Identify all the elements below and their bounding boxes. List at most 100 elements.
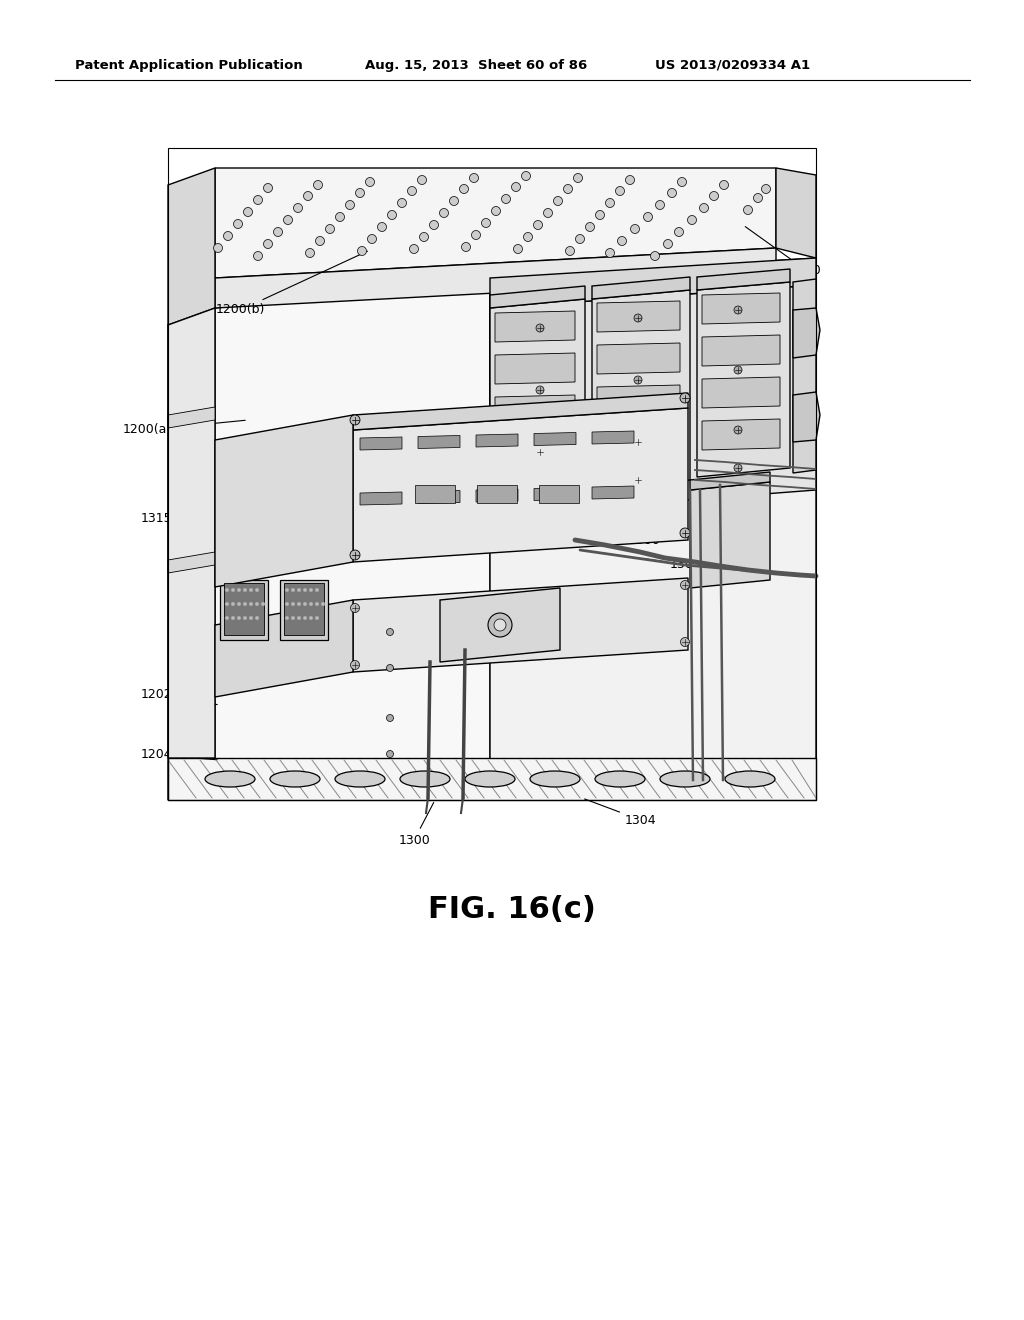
Circle shape — [554, 197, 562, 206]
Polygon shape — [793, 392, 820, 442]
Circle shape — [378, 223, 386, 231]
Circle shape — [350, 550, 360, 560]
Polygon shape — [490, 286, 585, 308]
Circle shape — [213, 243, 222, 252]
Circle shape — [743, 206, 753, 214]
Circle shape — [502, 194, 511, 203]
Polygon shape — [215, 601, 353, 697]
Circle shape — [249, 616, 253, 620]
Circle shape — [309, 602, 313, 606]
Circle shape — [303, 587, 307, 591]
Polygon shape — [215, 168, 776, 279]
Circle shape — [285, 602, 289, 606]
Text: 1202: 1202 — [140, 689, 217, 705]
Polygon shape — [776, 168, 816, 257]
Circle shape — [631, 224, 640, 234]
Circle shape — [429, 220, 438, 230]
Polygon shape — [168, 308, 215, 758]
Circle shape — [655, 201, 665, 210]
Circle shape — [345, 201, 354, 210]
Polygon shape — [793, 279, 816, 473]
Polygon shape — [360, 492, 402, 506]
Circle shape — [544, 209, 553, 218]
Circle shape — [294, 203, 302, 213]
Circle shape — [536, 486, 544, 494]
Circle shape — [315, 602, 319, 606]
Circle shape — [297, 616, 301, 620]
Ellipse shape — [400, 771, 450, 787]
Polygon shape — [793, 308, 820, 358]
Circle shape — [563, 185, 572, 194]
Circle shape — [243, 587, 247, 591]
Text: Patent Application Publication: Patent Application Publication — [75, 58, 303, 71]
Bar — [415, 484, 455, 503]
Circle shape — [675, 227, 683, 236]
Polygon shape — [702, 418, 780, 450]
Circle shape — [255, 602, 259, 606]
Polygon shape — [495, 312, 575, 342]
Circle shape — [494, 619, 506, 631]
Circle shape — [521, 172, 530, 181]
Circle shape — [357, 247, 367, 256]
Circle shape — [573, 173, 583, 182]
Polygon shape — [702, 335, 780, 366]
Polygon shape — [168, 758, 816, 800]
Polygon shape — [490, 257, 816, 800]
Circle shape — [418, 176, 427, 185]
Circle shape — [237, 602, 241, 606]
Polygon shape — [353, 578, 688, 672]
Circle shape — [255, 616, 259, 620]
Circle shape — [643, 213, 652, 222]
Ellipse shape — [530, 771, 580, 787]
Circle shape — [710, 191, 719, 201]
Polygon shape — [418, 491, 460, 503]
Circle shape — [460, 185, 469, 194]
Polygon shape — [168, 168, 215, 325]
Polygon shape — [495, 437, 575, 469]
Circle shape — [303, 602, 307, 606]
Bar — [280, 579, 328, 640]
Polygon shape — [215, 414, 353, 587]
Circle shape — [321, 602, 325, 606]
Polygon shape — [597, 301, 680, 333]
Polygon shape — [697, 269, 790, 290]
Circle shape — [261, 602, 265, 606]
Text: 1200(b): 1200(b) — [216, 251, 368, 317]
Ellipse shape — [205, 771, 255, 787]
Circle shape — [315, 616, 319, 620]
Bar — [220, 579, 268, 640]
Ellipse shape — [660, 771, 710, 787]
Circle shape — [243, 602, 247, 606]
Circle shape — [664, 239, 673, 248]
Polygon shape — [592, 277, 690, 300]
Circle shape — [249, 602, 253, 606]
Ellipse shape — [270, 771, 319, 787]
Text: 1304: 1304 — [585, 799, 656, 826]
Circle shape — [244, 207, 253, 216]
Polygon shape — [476, 488, 518, 502]
Polygon shape — [597, 426, 680, 458]
Circle shape — [297, 602, 301, 606]
Circle shape — [668, 189, 677, 198]
Circle shape — [368, 235, 377, 243]
Circle shape — [350, 660, 359, 669]
Ellipse shape — [725, 771, 775, 787]
Polygon shape — [702, 293, 780, 323]
Circle shape — [326, 224, 335, 234]
Polygon shape — [597, 385, 680, 416]
Circle shape — [237, 587, 241, 591]
Circle shape — [225, 602, 229, 606]
Circle shape — [762, 185, 770, 194]
Circle shape — [471, 231, 480, 239]
Circle shape — [233, 219, 243, 228]
Circle shape — [605, 248, 614, 257]
Circle shape — [297, 587, 301, 591]
Text: 1300: 1300 — [629, 490, 679, 546]
Circle shape — [231, 602, 234, 606]
Polygon shape — [690, 482, 770, 587]
Circle shape — [734, 465, 742, 473]
Circle shape — [650, 252, 659, 260]
Text: 1302: 1302 — [643, 558, 701, 572]
Polygon shape — [592, 486, 634, 499]
Circle shape — [355, 189, 365, 198]
